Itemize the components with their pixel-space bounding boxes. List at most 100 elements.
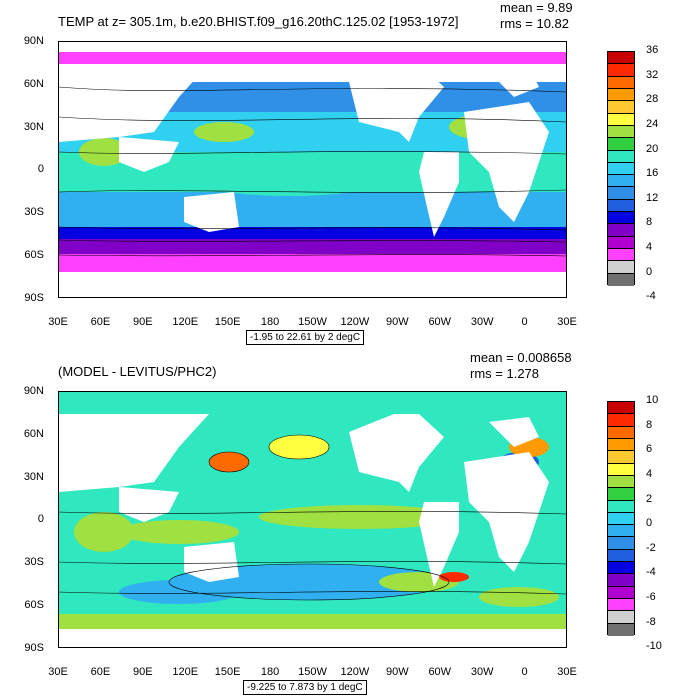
top-lon-label: 150E [214, 316, 241, 328]
top-panel: TEMP at z= 305.1m, b.e20.BHIST.f09_g16.2… [23, 0, 659, 345]
bottom-panel: (MODEL - LEVITUS/PHC2) mean = 0.008658 r… [0, 350, 700, 700]
top-lat-label: 30S [24, 206, 44, 218]
top-lat-label: 90N [23, 35, 44, 47]
bottom-colorbar-label: -10 [646, 640, 662, 653]
bottom-lon-label: 180 [260, 666, 280, 678]
bottom-colorbar-cell [608, 414, 634, 427]
top-colorbar-label: 24 [646, 117, 659, 130]
top-colorbar [607, 51, 635, 286]
top-colorbar-cell [608, 224, 634, 237]
top-colorbar-cell [608, 261, 634, 274]
bottom-colorbar-label: -4 [646, 566, 656, 579]
top-colorbar-cell [608, 88, 634, 102]
bottom-colorbar-label: 10 [646, 394, 659, 406]
bottom-lat-label: 60S [24, 599, 44, 611]
bottom-caption: -9.225 to 7.873 by 1 degC [243, 680, 367, 695]
top-colorbar-cell [608, 212, 634, 225]
top-lat-label: 60S [24, 249, 44, 261]
top-lon-label: 90W [386, 316, 409, 328]
top-lon-label: 30E [48, 316, 68, 328]
top-colorbar-cell [608, 187, 634, 200]
top-lat-label: 90S [24, 292, 44, 304]
bottom-colorbar-cell [608, 574, 634, 587]
bottom-colorbar-cell [608, 402, 634, 415]
top-map [58, 41, 567, 298]
top-lat-label: 30N [23, 121, 44, 133]
bottom-colorbar-cell [608, 426, 634, 439]
bottom-colorbar-cell [608, 475, 634, 489]
top-colorbar-cell [608, 199, 634, 213]
bottom-lon-label: 0 [521, 666, 528, 678]
top-colorbar-cell [608, 150, 634, 163]
bottom-lon-label: 90W [386, 666, 409, 678]
top-colorbar-label: 8 [646, 216, 653, 229]
bottom-lat-label: 30S [24, 556, 44, 568]
bottom-lon-label: 30E [557, 666, 577, 678]
bottom-colorbar-cell [608, 623, 634, 636]
top-colorbar-label: -4 [646, 290, 656, 303]
top-title: TEMP at z= 305.1m, b.e20.BHIST.f09_g16.2… [58, 14, 459, 29]
top-lon-label: 30E [557, 316, 577, 328]
top-lon-label: 150W [298, 316, 327, 328]
bottom-colorbar-label: 4 [646, 467, 653, 480]
top-lat-label: 60N [23, 78, 44, 90]
top-colorbar-label: 32 [646, 68, 659, 81]
top-colorbar-cell [608, 273, 634, 286]
bottom-colorbar-cell [608, 599, 634, 612]
bottom-colorbar-cell [608, 525, 634, 538]
bottom-lon-label: 90E [133, 666, 153, 678]
top-colorbar-label: 28 [646, 93, 659, 106]
top-lon-label: 120E [172, 316, 199, 328]
bottom-colorbar-cell [608, 512, 634, 526]
bottom-colorbar-cell [608, 549, 634, 563]
top-map-field [59, 42, 566, 297]
top-colorbar-cell [608, 138, 634, 151]
bottom-lat-label: 60N [23, 428, 44, 440]
bottom-colorbar-label: 6 [646, 443, 653, 456]
top-lon-label: 60E [90, 316, 111, 328]
top-mean: mean = 9.89 [500, 0, 573, 15]
top-colorbar-cell [608, 76, 634, 89]
bottom-colorbar-cell [608, 488, 634, 501]
top-colorbar-cell [608, 249, 634, 262]
bottom-lon-label: 150W [298, 666, 327, 678]
bottom-lat-label: 30N [23, 471, 44, 483]
bottom-rms: rms = 1.278 [470, 366, 540, 381]
top-colorbar-cell [608, 101, 634, 114]
top-colorbar-label: 20 [646, 142, 659, 155]
top-colorbar-label: 12 [646, 191, 659, 204]
bottom-colorbar-label: 0 [646, 517, 653, 530]
top-lon-label: 60W [428, 316, 452, 328]
bottom-colorbar-cell [608, 463, 634, 476]
top-colorbar-label: 4 [646, 241, 653, 254]
top-colorbar-cell [608, 125, 634, 139]
top-colorbar-cell [608, 113, 634, 126]
bottom-colorbar-cell [608, 500, 634, 513]
bottom-colorbar [607, 401, 635, 636]
top-lon-label: 90E [133, 316, 153, 328]
bottom-colorbar-cell [608, 611, 634, 624]
top-lat-label: 0 [37, 163, 44, 175]
bottom-lon-label: 30E [48, 666, 68, 678]
top-colorbar-cell [608, 162, 634, 176]
bottom-lon-label: 120E [172, 666, 199, 678]
top-colorbar-cell [608, 236, 634, 249]
top-lon-label: 180 [260, 316, 280, 328]
top-colorbar-cell [608, 175, 634, 188]
bottom-colorbar-cell [608, 438, 634, 452]
bottom-colorbar-cell [608, 537, 634, 550]
top-caption: -1.95 to 22.61 by 2 degC [246, 330, 365, 345]
bottom-map-field [59, 392, 566, 647]
top-lon-label: 30W [470, 316, 494, 328]
top-colorbar-label: 16 [646, 167, 659, 180]
bottom-colorbar-cell [608, 451, 634, 464]
bottom-lat-label: 90S [24, 642, 44, 654]
bottom-lat-label: 0 [37, 513, 44, 525]
top-lon-label: 0 [521, 316, 528, 328]
top-lon-label: 120W [340, 316, 370, 328]
bottom-lon-label: 30W [470, 666, 494, 678]
bottom-lon-label: 60E [90, 666, 111, 678]
bottom-colorbar-label: 2 [646, 492, 653, 505]
top-rms: rms = 10.82 [500, 16, 570, 31]
bottom-lon-label: 60W [428, 666, 452, 678]
